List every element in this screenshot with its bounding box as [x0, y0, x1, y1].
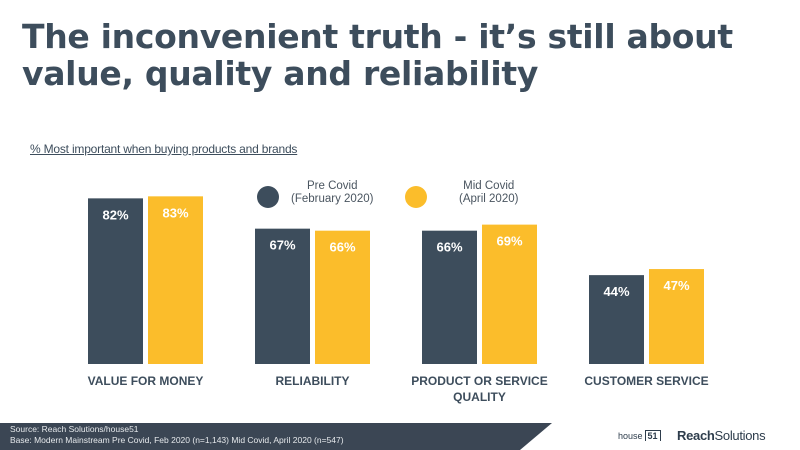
bar-pre-covid-0: [88, 198, 143, 364]
page-title: The inconvenient truth - it’s still abou…: [22, 17, 733, 93]
solutions-logo-word: Solutions: [714, 428, 766, 443]
data-label-pre-covid-2: 66%: [436, 240, 462, 255]
data-label-pre-covid-3: 44%: [603, 284, 629, 299]
bar-pre-covid-3: [589, 275, 644, 364]
data-label-pre-covid-0: 82%: [102, 207, 128, 222]
base-text: Base: Modern Mainstream Pre Covid, Feb 2…: [10, 435, 344, 445]
category-label-2-1: QUALITY: [453, 390, 506, 404]
source-text: Source: Reach Solutions/house51: [10, 424, 139, 434]
footer-logo-area: [552, 423, 800, 450]
bar-mid-covid-2: [482, 224, 537, 364]
legend-label-pre-covid-line2: (February 2020): [291, 193, 374, 205]
bar-chart: 82% 83% VALUE FOR MONEY 67% 66% RELIABILITY 66…: [88, 196, 709, 404]
footer-source: Source: Reach Solutions/house51 Base: Mo…: [10, 424, 344, 446]
legend-label-mid-covid-line1: Mid Covid: [463, 180, 515, 192]
chart-subtitle: % Most important when buying products an…: [30, 142, 298, 156]
legend-label-pre-covid-line1: Pre Covid: [306, 180, 358, 192]
data-label-mid-covid-2: 69%: [496, 234, 522, 249]
data-label-mid-covid-3: 47%: [663, 278, 689, 293]
legend-swatch-mid-covid: [405, 186, 427, 208]
bar-pre-covid-2: [422, 230, 477, 364]
data-label-mid-covid-0: 83%: [162, 205, 188, 220]
data-label-mid-covid-1: 66%: [329, 240, 355, 255]
category-label-3-0: CUSTOMER SERVICE: [584, 374, 708, 388]
legend-label-mid-covid-line2: (April 2020): [459, 193, 519, 205]
legend-label-mid-covid: Mid Covid (April 2020): [459, 180, 518, 206]
data-label-pre-covid-1: 67%: [269, 238, 295, 253]
legend-swatch-pre-covid: [257, 186, 279, 208]
bar-mid-covid-0: [148, 196, 203, 364]
category-label-1-0: RELIABILITY: [276, 374, 350, 388]
house51-logo-number: 51: [644, 430, 661, 441]
reach-logo-word: Reach: [677, 428, 715, 443]
house51-logo: house 51: [618, 430, 661, 441]
bar-mid-covid-1: [315, 230, 370, 364]
bar-pre-covid-1: [255, 228, 310, 364]
category-label-2-0: PRODUCT OR SERVICE: [411, 374, 547, 388]
house51-logo-word: house: [618, 431, 643, 441]
footer-notch: [520, 423, 552, 450]
category-label-0-0: VALUE FOR MONEY: [88, 374, 204, 388]
bar-mid-covid-3: [649, 269, 704, 364]
reach-solutions-logo: ReachSolutions: [677, 428, 766, 443]
legend-label-pre-covid: Pre Covid (February 2020): [291, 180, 373, 206]
